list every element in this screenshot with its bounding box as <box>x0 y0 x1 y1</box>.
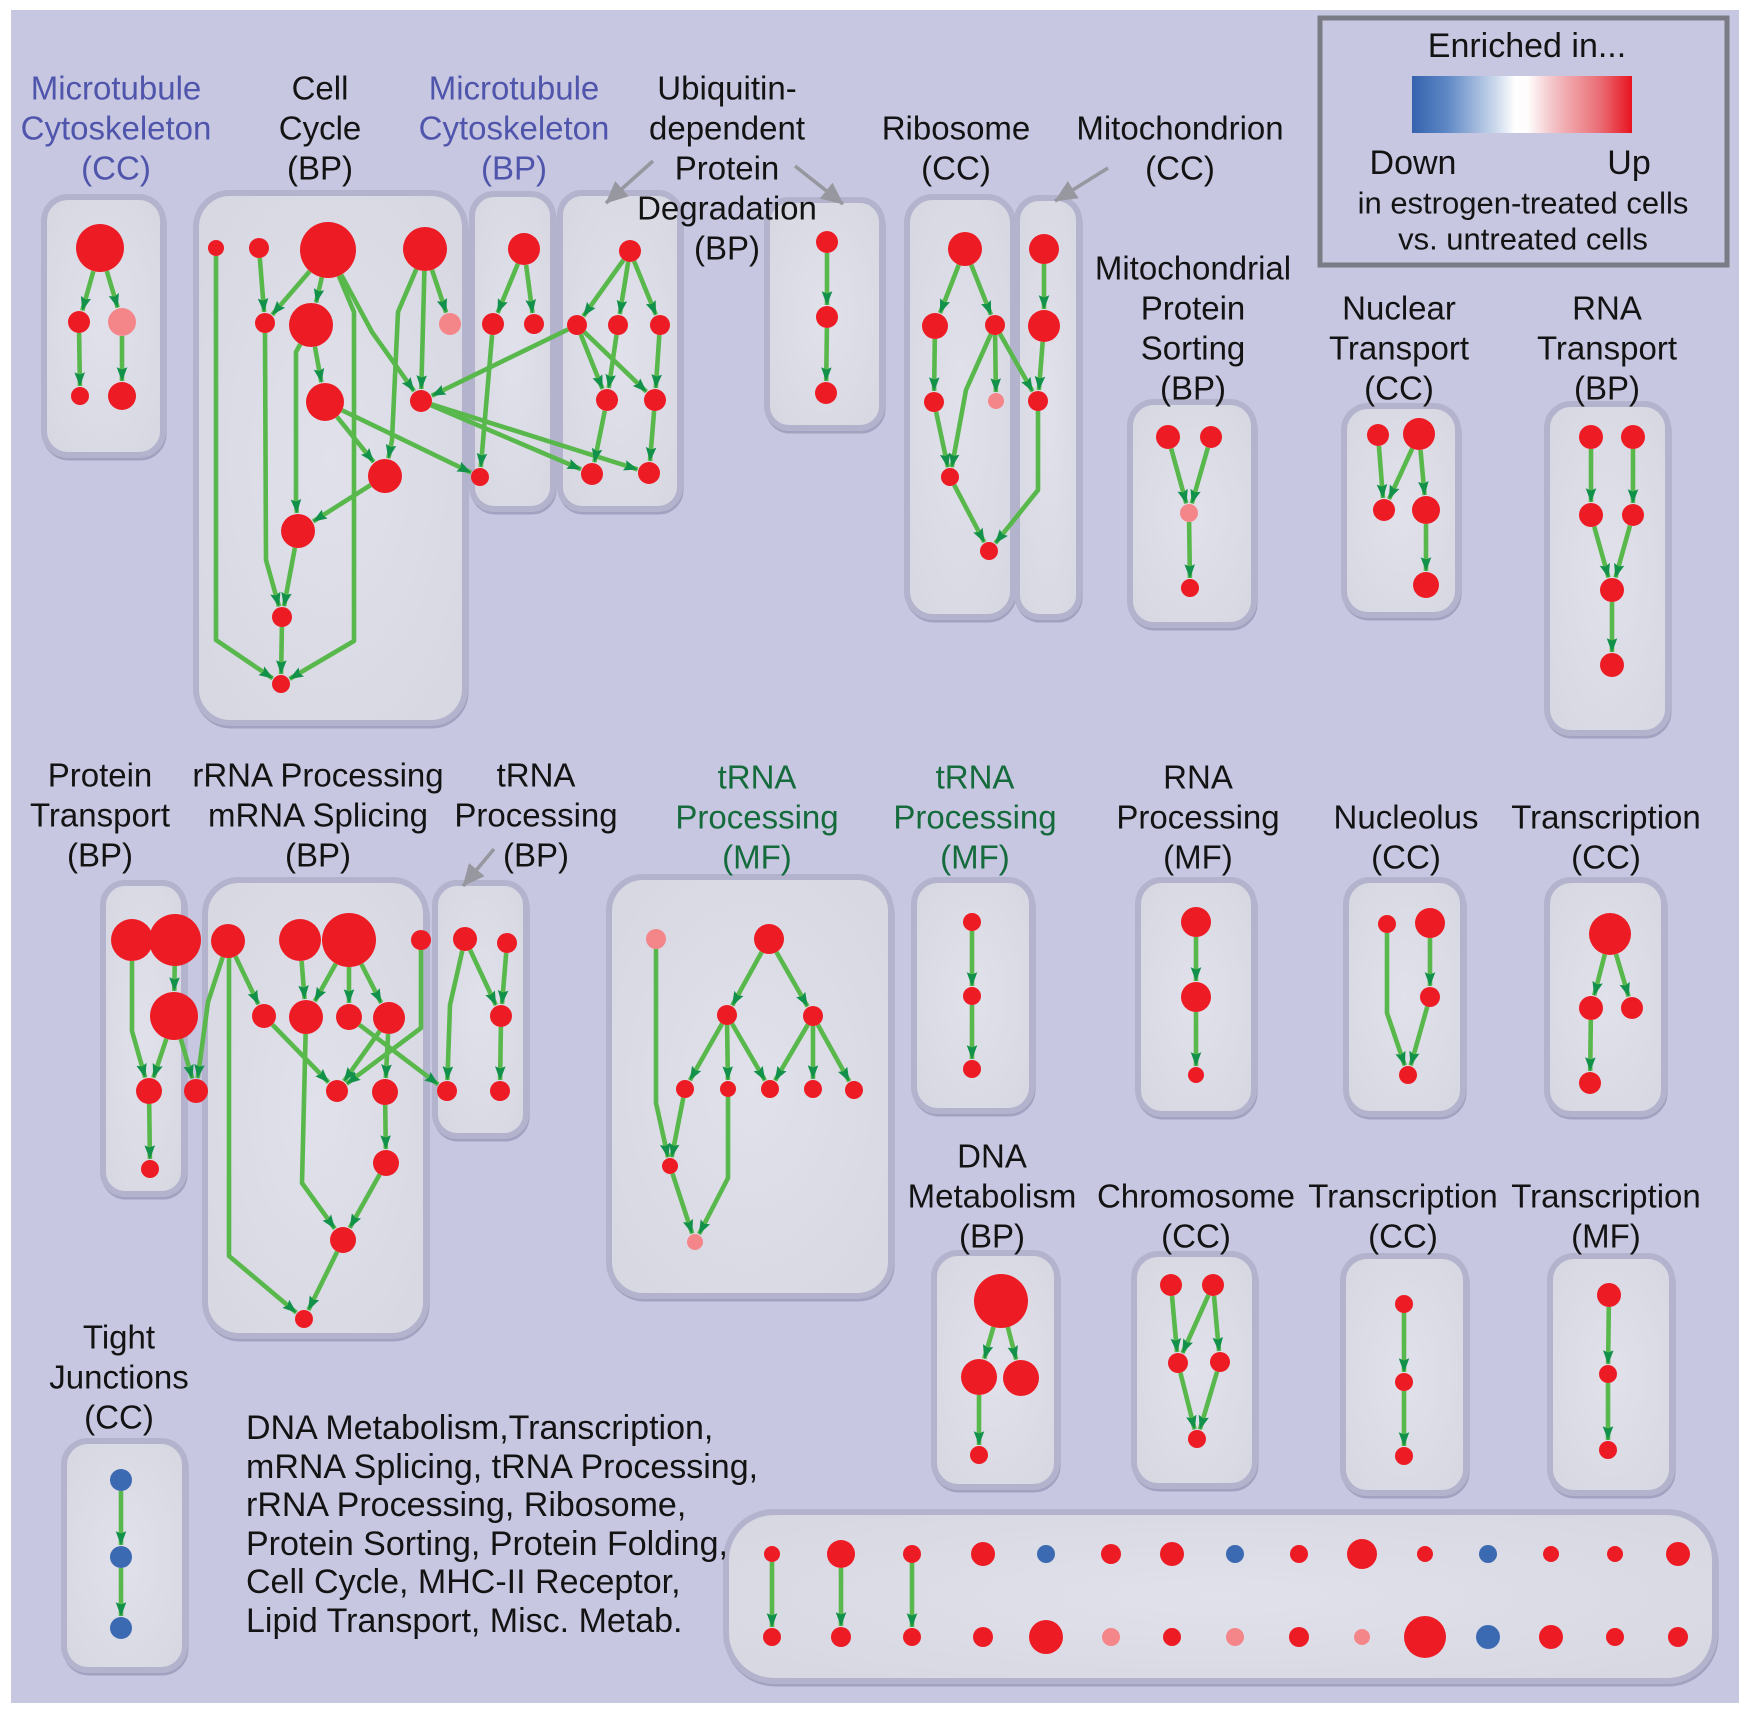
svg-text:RNA: RNA <box>1572 290 1642 327</box>
svg-text:Sorting: Sorting <box>1141 330 1246 367</box>
svg-text:(BP): (BP) <box>67 837 133 874</box>
svg-text:tRNA: tRNA <box>718 759 797 796</box>
svg-text:mRNA Splicing, tRNA Processing: mRNA Splicing, tRNA Processing, <box>246 1448 758 1486</box>
svg-text:(CC): (CC) <box>1571 839 1641 876</box>
svg-text:(BP): (BP) <box>287 150 353 187</box>
svg-text:Cycle: Cycle <box>279 110 362 147</box>
svg-text:rRNA Processing: rRNA Processing <box>192 757 443 794</box>
svg-text:Cell Cycle, MHC-II Receptor,: Cell Cycle, MHC-II Receptor, <box>246 1563 681 1601</box>
svg-text:Cell: Cell <box>292 70 349 107</box>
svg-text:vs. untreated cells: vs. untreated cells <box>1398 222 1648 257</box>
svg-text:Processing: Processing <box>675 799 838 836</box>
svg-text:RNA: RNA <box>1163 759 1233 796</box>
svg-text:DNA: DNA <box>957 1138 1027 1175</box>
svg-text:dependent: dependent <box>649 110 805 147</box>
svg-text:Processing: Processing <box>893 799 1056 836</box>
svg-text:DNA Metabolism,Transcription,: DNA Metabolism,Transcription, <box>246 1409 713 1447</box>
svg-text:Nucleolus: Nucleolus <box>1334 799 1479 836</box>
svg-text:(BP): (BP) <box>694 230 760 267</box>
svg-text:(CC): (CC) <box>1368 1218 1438 1255</box>
svg-text:Protein: Protein <box>675 150 780 187</box>
svg-text:Chromosome: Chromosome <box>1097 1178 1295 1215</box>
svg-text:(CC): (CC) <box>1371 839 1441 876</box>
svg-text:(CC): (CC) <box>1145 150 1215 187</box>
svg-text:Protein: Protein <box>1141 290 1246 327</box>
svg-text:Transport: Transport <box>30 797 170 834</box>
svg-text:(CC): (CC) <box>1161 1218 1231 1255</box>
svg-text:(BP): (BP) <box>1160 370 1226 407</box>
svg-text:(MF): (MF) <box>1571 1218 1641 1255</box>
svg-text:Cytoskeleton: Cytoskeleton <box>21 110 212 147</box>
svg-text:Enriched in...: Enriched in... <box>1428 27 1626 65</box>
svg-text:(MF): (MF) <box>940 839 1010 876</box>
svg-text:Processing: Processing <box>1116 799 1279 836</box>
svg-text:Degradation: Degradation <box>637 190 817 227</box>
svg-text:Protein Sorting, Protein Foldi: Protein Sorting, Protein Folding, <box>246 1525 728 1563</box>
svg-text:(CC): (CC) <box>921 150 991 187</box>
svg-text:Junctions: Junctions <box>49 1359 188 1396</box>
svg-text:(BP): (BP) <box>959 1218 1025 1255</box>
svg-text:Ubiquitin-: Ubiquitin- <box>657 70 796 107</box>
svg-text:(BP): (BP) <box>481 150 547 187</box>
svg-text:Protein: Protein <box>48 757 153 794</box>
svg-text:Up: Up <box>1607 144 1650 182</box>
svg-text:Mitochondrion: Mitochondrion <box>1076 110 1283 147</box>
svg-text:(CC): (CC) <box>84 1399 154 1436</box>
svg-text:Transport: Transport <box>1329 330 1469 367</box>
svg-text:in estrogen-treated cells: in estrogen-treated cells <box>1358 186 1689 221</box>
svg-text:rRNA Processing, Ribosome,: rRNA Processing, Ribosome, <box>246 1486 686 1524</box>
svg-text:Transcription: Transcription <box>1511 1178 1701 1215</box>
svg-text:Ribosome: Ribosome <box>882 110 1031 147</box>
svg-text:(BP): (BP) <box>503 837 569 874</box>
svg-text:(BP): (BP) <box>285 837 351 874</box>
svg-text:Transcription: Transcription <box>1511 799 1701 836</box>
svg-text:(MF): (MF) <box>722 839 792 876</box>
svg-text:Lipid Transport, Misc. Metab.: Lipid Transport, Misc. Metab. <box>246 1602 683 1640</box>
svg-text:Microtubule: Microtubule <box>429 70 600 107</box>
svg-text:Mitochondrial: Mitochondrial <box>1095 250 1291 287</box>
svg-text:Tight: Tight <box>83 1319 155 1356</box>
svg-text:Nuclear: Nuclear <box>1342 290 1456 327</box>
svg-text:(CC): (CC) <box>1364 370 1434 407</box>
svg-text:Metabolism: Metabolism <box>908 1178 1077 1215</box>
svg-text:(BP): (BP) <box>1574 370 1640 407</box>
svg-text:tRNA: tRNA <box>936 759 1015 796</box>
svg-text:tRNA: tRNA <box>497 757 576 794</box>
svg-text:(MF): (MF) <box>1163 839 1233 876</box>
svg-text:Processing: Processing <box>454 797 617 834</box>
svg-text:mRNA Splicing: mRNA Splicing <box>208 797 428 834</box>
svg-text:Transport: Transport <box>1537 330 1677 367</box>
svg-text:Cytoskeleton: Cytoskeleton <box>419 110 610 147</box>
svg-text:Microtubule: Microtubule <box>31 70 202 107</box>
svg-text:(CC): (CC) <box>81 150 151 187</box>
svg-text:Transcription: Transcription <box>1308 1178 1498 1215</box>
svg-text:Down: Down <box>1370 144 1457 182</box>
